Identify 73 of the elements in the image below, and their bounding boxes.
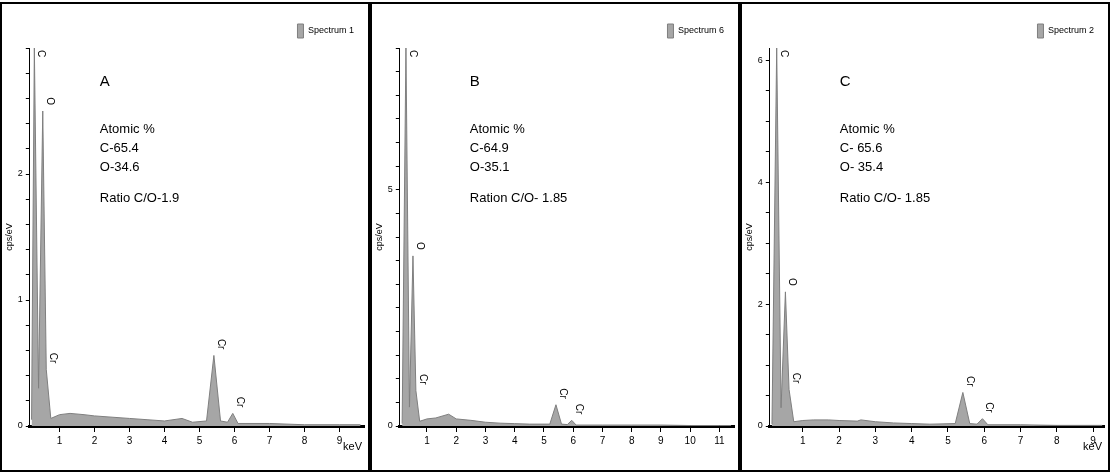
text: A (99, 72, 110, 89)
y-tick-label: 2 (17, 168, 23, 179)
annotation: Atomic % (839, 121, 896, 136)
annotation: Cr (215, 338, 227, 351)
annotation: Cr (964, 375, 976, 388)
text: B (469, 72, 480, 89)
x-tick-label: 6 (231, 434, 238, 446)
annotation: C-65.4 (99, 140, 139, 155)
x-tick-label: 1 (424, 434, 431, 446)
x-tick-label: 7 (266, 434, 273, 446)
x-tick-label: 6 (981, 434, 988, 446)
annotation: O-35.1 (469, 159, 510, 174)
x-tick-label: 8 (628, 434, 635, 446)
annotation: O (44, 97, 56, 106)
annotation: Cr (48, 352, 60, 364)
annotation: Ratio C/O- 1.85 (839, 190, 931, 205)
annotation: O- 35.4 (839, 159, 884, 174)
x-tick-label: 4 (908, 434, 915, 446)
annotation: C-64.9 (469, 140, 509, 155)
x-tick-label: 5 (945, 434, 952, 446)
x-tick-label: 5 (196, 434, 203, 446)
x-tick-label: 11 (714, 434, 725, 446)
x-tick-label: 9 (336, 434, 343, 446)
x-tick-label: 3 (126, 434, 133, 446)
annotation: O (787, 278, 799, 287)
annotation: Cr (234, 396, 246, 409)
y-tick-label: 4 (757, 176, 763, 187)
annotation: Atomic % (469, 121, 526, 136)
annotation: C (36, 50, 48, 58)
x-tick-label: 8 (301, 434, 308, 446)
annotation: Cr (573, 403, 585, 415)
legend-label: Spectrum 1 (307, 25, 355, 36)
x-tick-label: 8 (1054, 434, 1061, 446)
legend-label: Spectrum 6 (677, 25, 725, 36)
y-axis-title: cps/eV (373, 223, 384, 251)
x-tick-label: 2 (836, 434, 843, 446)
annotation: C (407, 50, 419, 58)
x-axis-title: keV (343, 440, 363, 452)
legend-label: Spectrum 2 (1047, 25, 1095, 36)
annotation: Ration C/O- 1.85 (469, 190, 568, 205)
x-tick-label: 3 (482, 434, 489, 446)
x-tick-label: 5 (541, 434, 548, 446)
y-tick-label: 6 (757, 54, 763, 65)
annotation: Atomic % (99, 121, 156, 136)
y-tick-label: 2 (757, 298, 763, 309)
y-axis-title: cps/eV (743, 223, 754, 251)
x-tick-label: 1 (56, 434, 63, 446)
annotation: Cr (984, 402, 996, 414)
annotation: O-34.6 (99, 159, 140, 174)
x-tick-label: 2 (453, 434, 460, 446)
x-tick-label: 4 (511, 434, 518, 446)
y-tick-label: 1 (17, 294, 23, 305)
x-tick-label: 7 (599, 434, 606, 446)
x-tick-label: 10 (684, 434, 697, 446)
x-tick-label: 7 (1017, 434, 1024, 446)
x-tick-label: 9 (658, 434, 665, 446)
annotation: C (778, 50, 790, 58)
annotation: Cr (557, 388, 569, 400)
x-tick-label: 2 (91, 434, 98, 446)
y-tick-label: 0 (17, 420, 23, 431)
annotation: C- 65.6 (839, 140, 883, 155)
x-tick-label: 6 (570, 434, 577, 446)
annotation: O (414, 242, 426, 251)
x-tick-label: 3 (872, 434, 879, 446)
y-tick-label: 0 (757, 420, 763, 431)
x-tick-label: 1 (800, 434, 807, 446)
annotation: Cr (791, 372, 803, 385)
annotation: Cr (417, 374, 429, 386)
annotation: Ratio C/O-1.9 (99, 190, 180, 205)
x-tick-label: 4 (161, 434, 168, 446)
y-axis-title: cps/eV (3, 223, 14, 251)
text: C (839, 72, 851, 89)
y-tick-label: 0 (387, 420, 393, 431)
